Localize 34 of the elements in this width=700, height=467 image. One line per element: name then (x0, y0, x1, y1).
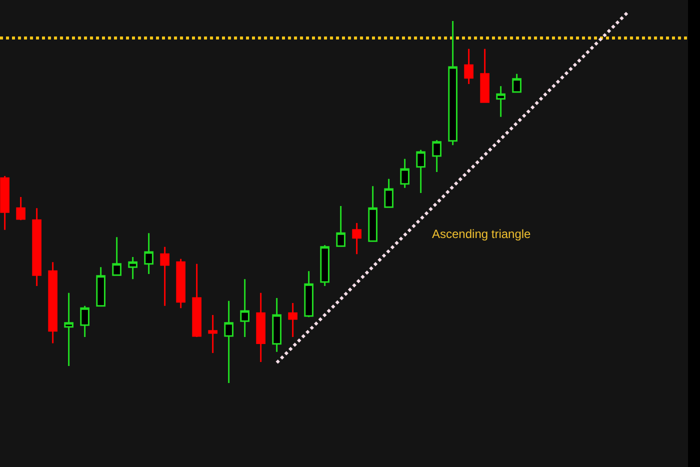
candlestick (432, 139, 442, 173)
candlestick (256, 292, 266, 363)
candlestick (32, 207, 42, 287)
candlestick (208, 314, 218, 354)
candlestick (96, 266, 106, 307)
candlestick (64, 292, 74, 367)
candlestick (80, 305, 90, 338)
candlestick (240, 278, 250, 338)
candlestick (128, 256, 138, 280)
candlestick (336, 205, 346, 248)
candlestick (192, 263, 202, 338)
candlestick (480, 48, 490, 103)
candlestick (304, 270, 314, 318)
candlestick (112, 236, 122, 277)
candlestick (272, 297, 282, 353)
annotation: Ascending triangle (432, 227, 532, 241)
candlestick (144, 232, 154, 275)
candlestick (384, 178, 394, 208)
candlestick (496, 85, 506, 118)
candlestick (176, 258, 186, 309)
candlestick (400, 158, 410, 189)
candlestick (16, 196, 26, 221)
candlestick (448, 20, 458, 146)
candlestick (352, 222, 362, 255)
candlestick (368, 185, 378, 242)
candlestick (416, 149, 426, 194)
candlestick (320, 244, 330, 287)
candlestick (160, 246, 170, 307)
candlestick (288, 302, 298, 338)
candlestick (464, 48, 474, 85)
candlestick (224, 300, 234, 384)
candlestick (48, 261, 58, 344)
candlestick (512, 73, 522, 93)
candlestick (0, 175, 10, 231)
